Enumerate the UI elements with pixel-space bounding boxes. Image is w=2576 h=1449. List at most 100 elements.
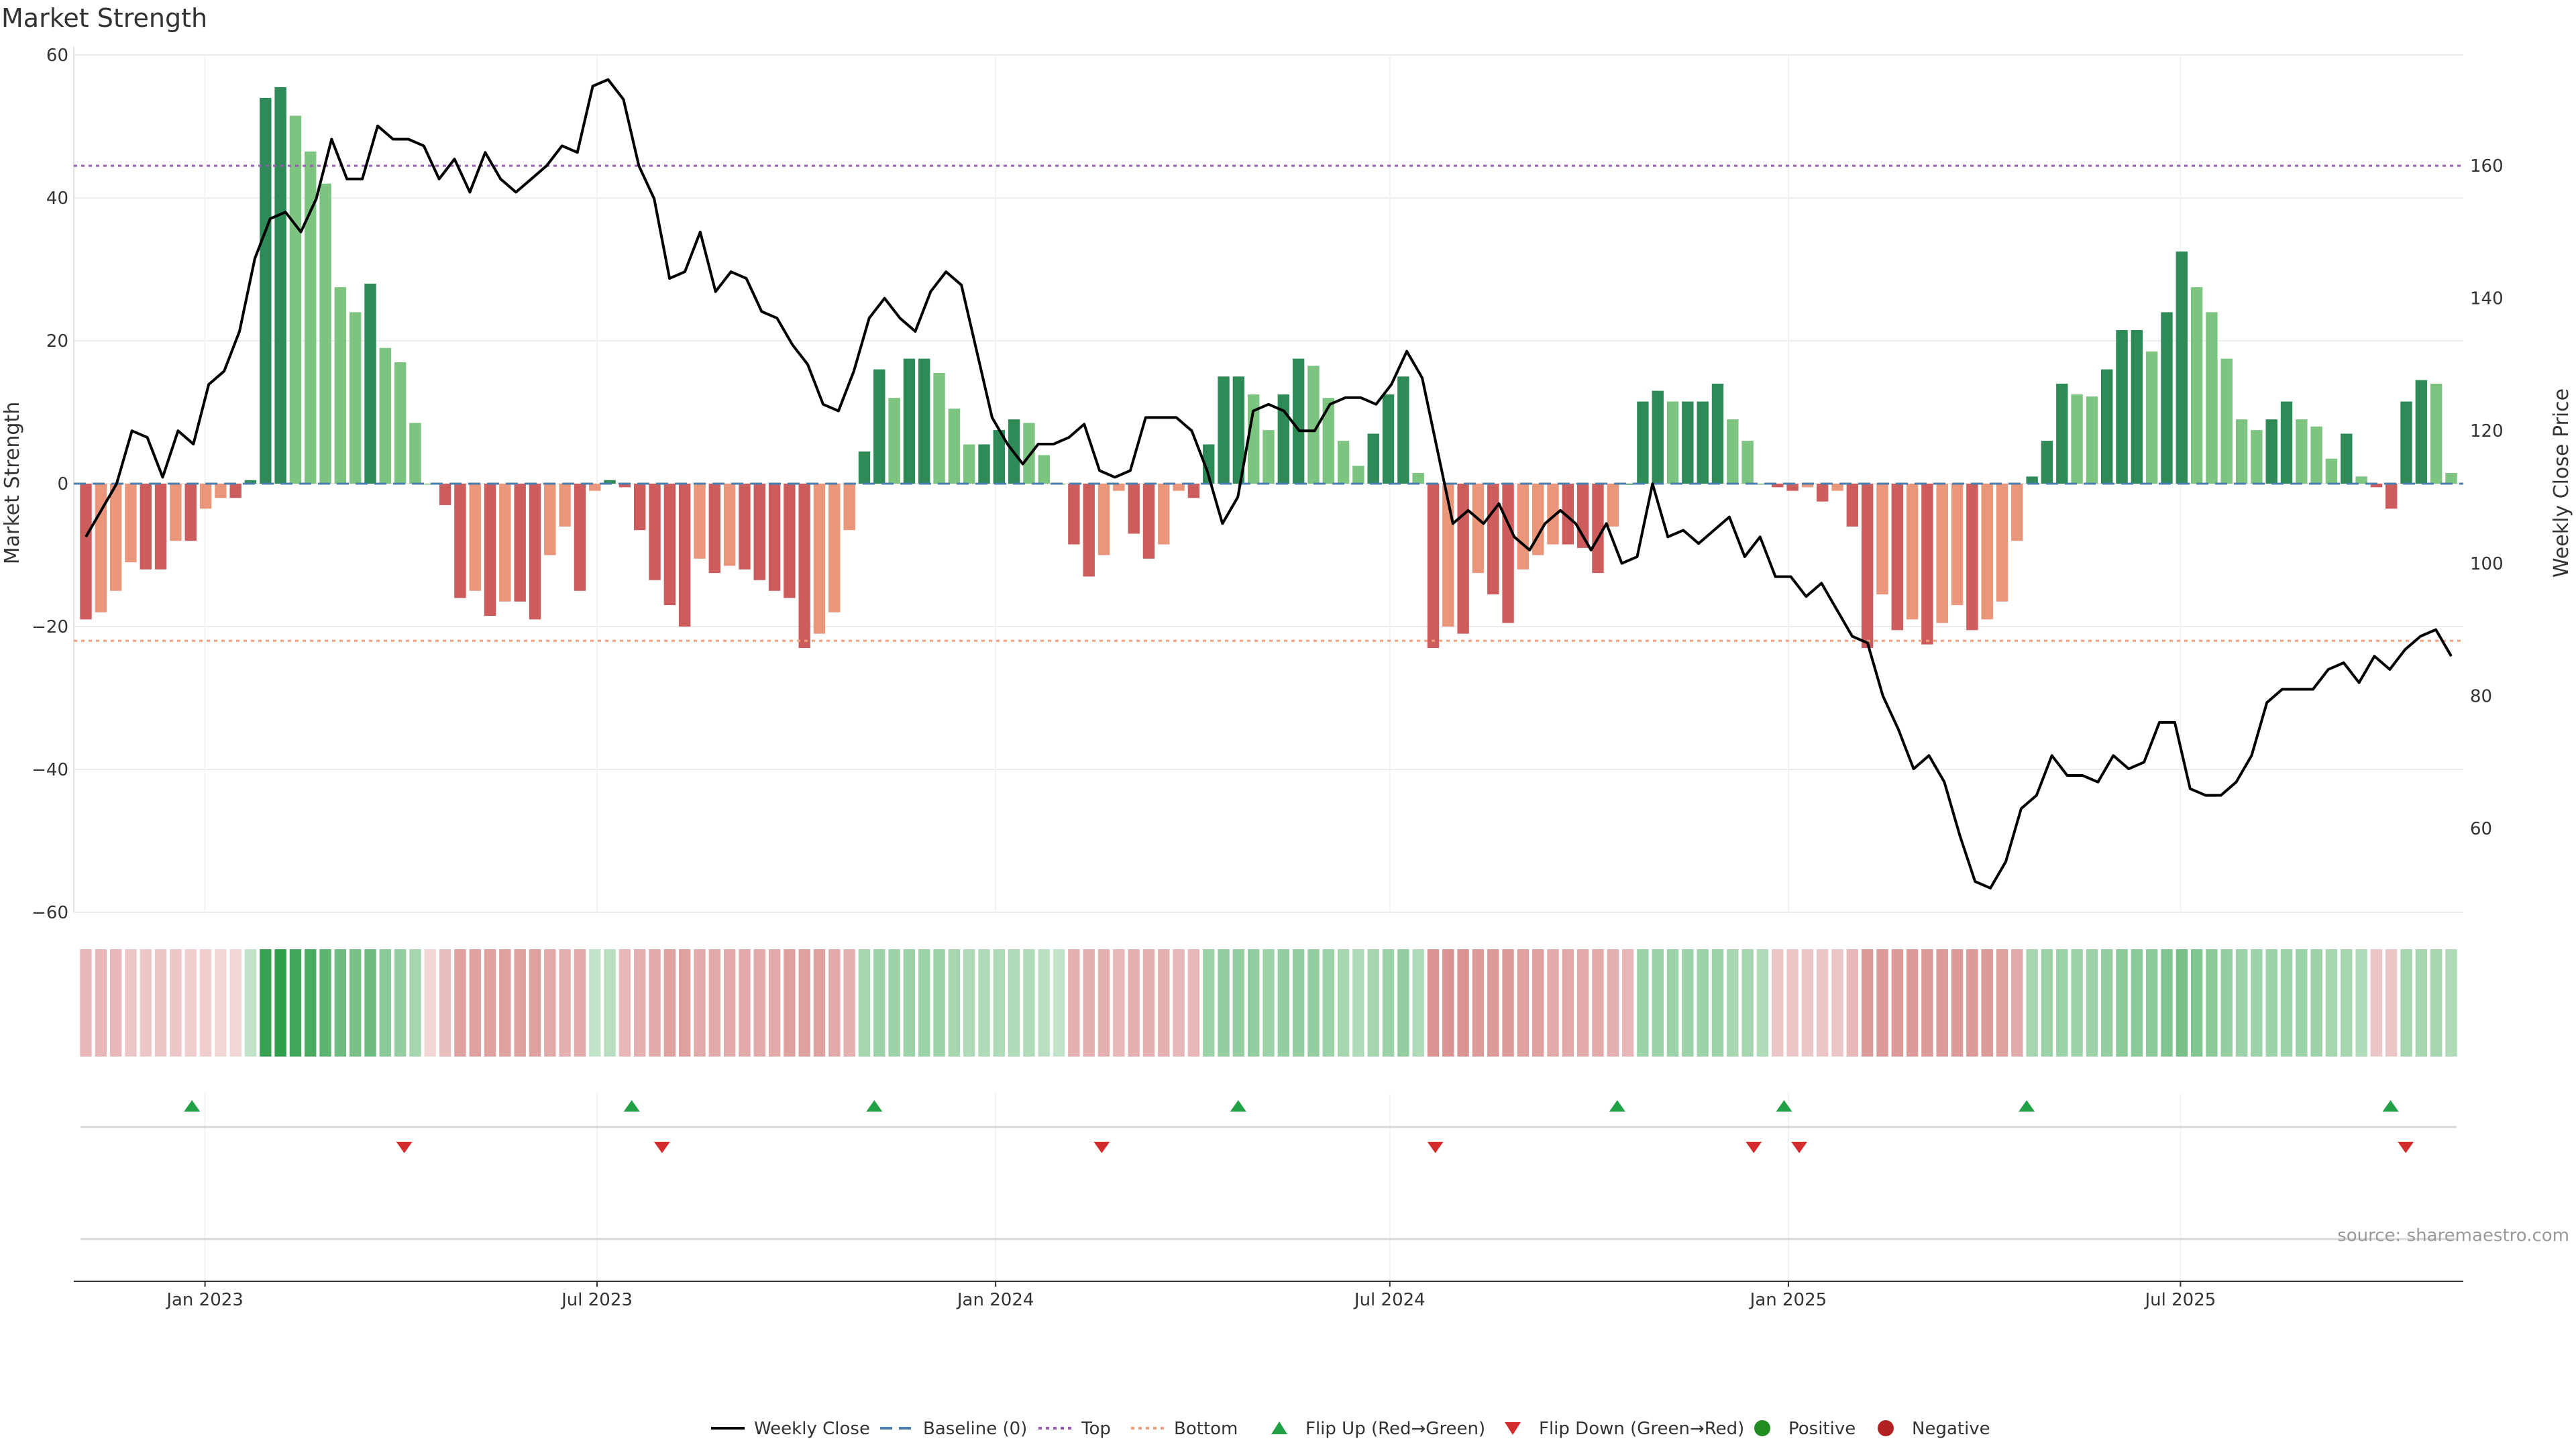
heat-cell	[1576, 949, 1589, 1057]
strength-bar	[1218, 376, 1230, 484]
y-axis-right-label: Weekly Close Price	[2550, 388, 2573, 578]
strength-bar	[2265, 419, 2277, 484]
strength-bar	[1232, 376, 1245, 484]
heat-cell	[305, 949, 317, 1057]
heat-cell	[798, 949, 810, 1057]
strength-bar	[828, 484, 841, 612]
heat-cell	[409, 949, 421, 1057]
right-y-ticks: 160 140 120 100 80 60	[2470, 156, 2504, 839]
legend-swatch	[1754, 1420, 1770, 1436]
heat-cell	[2116, 949, 2128, 1057]
heat-cell	[873, 949, 885, 1057]
heat-cell	[1038, 949, 1050, 1057]
strength-bar	[1158, 484, 1170, 545]
flip-markers	[80, 1100, 2457, 1240]
chart-title: Market Strength	[1, 3, 207, 33]
heat-cell	[319, 949, 331, 1057]
heat-cell	[484, 949, 496, 1057]
strength-bar	[768, 484, 781, 591]
strength-bar	[1936, 484, 1948, 623]
strength-bar	[499, 484, 511, 602]
heat-cell	[1637, 949, 1649, 1057]
heat-cell	[768, 949, 781, 1057]
strength-bar	[2086, 396, 2098, 484]
x-tick-label: Jul 2024	[1353, 1290, 1426, 1310]
strength-bar	[798, 484, 810, 648]
heat-cell	[1322, 949, 1334, 1057]
strength-bar	[379, 347, 392, 484]
heat-cell	[559, 949, 571, 1057]
strength-bar	[2430, 383, 2443, 484]
heat-cell	[2355, 949, 2367, 1057]
heat-cell	[1831, 949, 1843, 1057]
flip-up-marker	[1230, 1100, 1246, 1112]
strength-bar	[1562, 484, 1574, 545]
strength-bar	[694, 484, 706, 559]
heat-cell	[2056, 949, 2068, 1057]
strength-bar	[319, 183, 331, 484]
heat-cell	[514, 949, 526, 1057]
strength-bar	[2445, 473, 2457, 484]
weekly-close-line	[85, 78, 2453, 890]
x-tick-label: Jan 2024	[956, 1290, 1034, 1310]
strength-bar	[753, 484, 765, 580]
heat-cell	[1562, 949, 1574, 1057]
strength-bar	[2176, 251, 2188, 484]
heat-cell	[1772, 949, 1784, 1057]
strength-bar	[454, 484, 466, 598]
heat-cell	[1652, 949, 1664, 1057]
weekly-close-series	[85, 78, 2453, 890]
heat-cell	[1532, 949, 1544, 1057]
strength-bar	[1173, 484, 1185, 491]
heat-cell	[1621, 949, 1634, 1057]
strength-bar	[858, 451, 871, 484]
strength-bar	[2280, 401, 2293, 484]
flip-down-marker	[1746, 1142, 1762, 1153]
strength-bar	[2190, 287, 2203, 484]
strength-bar	[589, 484, 601, 491]
heat-cell	[184, 949, 197, 1057]
y-left-tick-label: −60	[32, 903, 68, 923]
strength-bar	[1292, 358, 1305, 484]
strength-bar	[933, 372, 945, 484]
flip-down-marker	[1093, 1142, 1110, 1153]
strength-bar	[843, 484, 855, 531]
heat-cell	[634, 949, 646, 1057]
strength-bar	[1322, 398, 1334, 484]
heat-cell	[394, 949, 407, 1057]
strength-bar	[1666, 401, 1679, 484]
heat-cell	[1711, 949, 1724, 1057]
strength-bar	[1951, 484, 1964, 606]
heat-cell	[1891, 949, 1903, 1057]
strength-bar	[109, 484, 122, 591]
strength-bar	[1607, 484, 1619, 527]
strength-bar	[1083, 484, 1095, 577]
legend-label: Bottom	[1174, 1419, 1238, 1439]
strength-bar	[1981, 484, 1993, 620]
heat-cell	[1097, 949, 1110, 1057]
heat-cell	[215, 949, 227, 1057]
strength-bar	[1487, 484, 1499, 595]
strength-bar	[154, 484, 167, 570]
heat-cell	[1592, 949, 1604, 1057]
heat-cell	[2325, 949, 2338, 1057]
heat-cell	[80, 949, 92, 1057]
heat-cell	[2280, 949, 2293, 1057]
heat-cell	[1996, 949, 2008, 1057]
heat-cell	[2385, 949, 2398, 1057]
strength-bar	[125, 484, 137, 563]
flip-up-marker	[2019, 1100, 2035, 1112]
heat-cell	[1352, 949, 1364, 1057]
heat-cell	[274, 949, 286, 1057]
heat-cell	[1158, 949, 1170, 1057]
strength-bar	[529, 484, 541, 620]
strength-bar	[1756, 484, 1769, 485]
heat-cell	[739, 949, 751, 1057]
heat-cell	[2011, 949, 2023, 1057]
heat-cell	[1756, 949, 1769, 1057]
heat-cell	[2296, 949, 2308, 1057]
strength-bar	[963, 444, 975, 484]
heat-cell	[469, 949, 481, 1057]
heat-cell	[1786, 949, 1799, 1057]
y-left-tick-label: −40	[32, 760, 68, 780]
